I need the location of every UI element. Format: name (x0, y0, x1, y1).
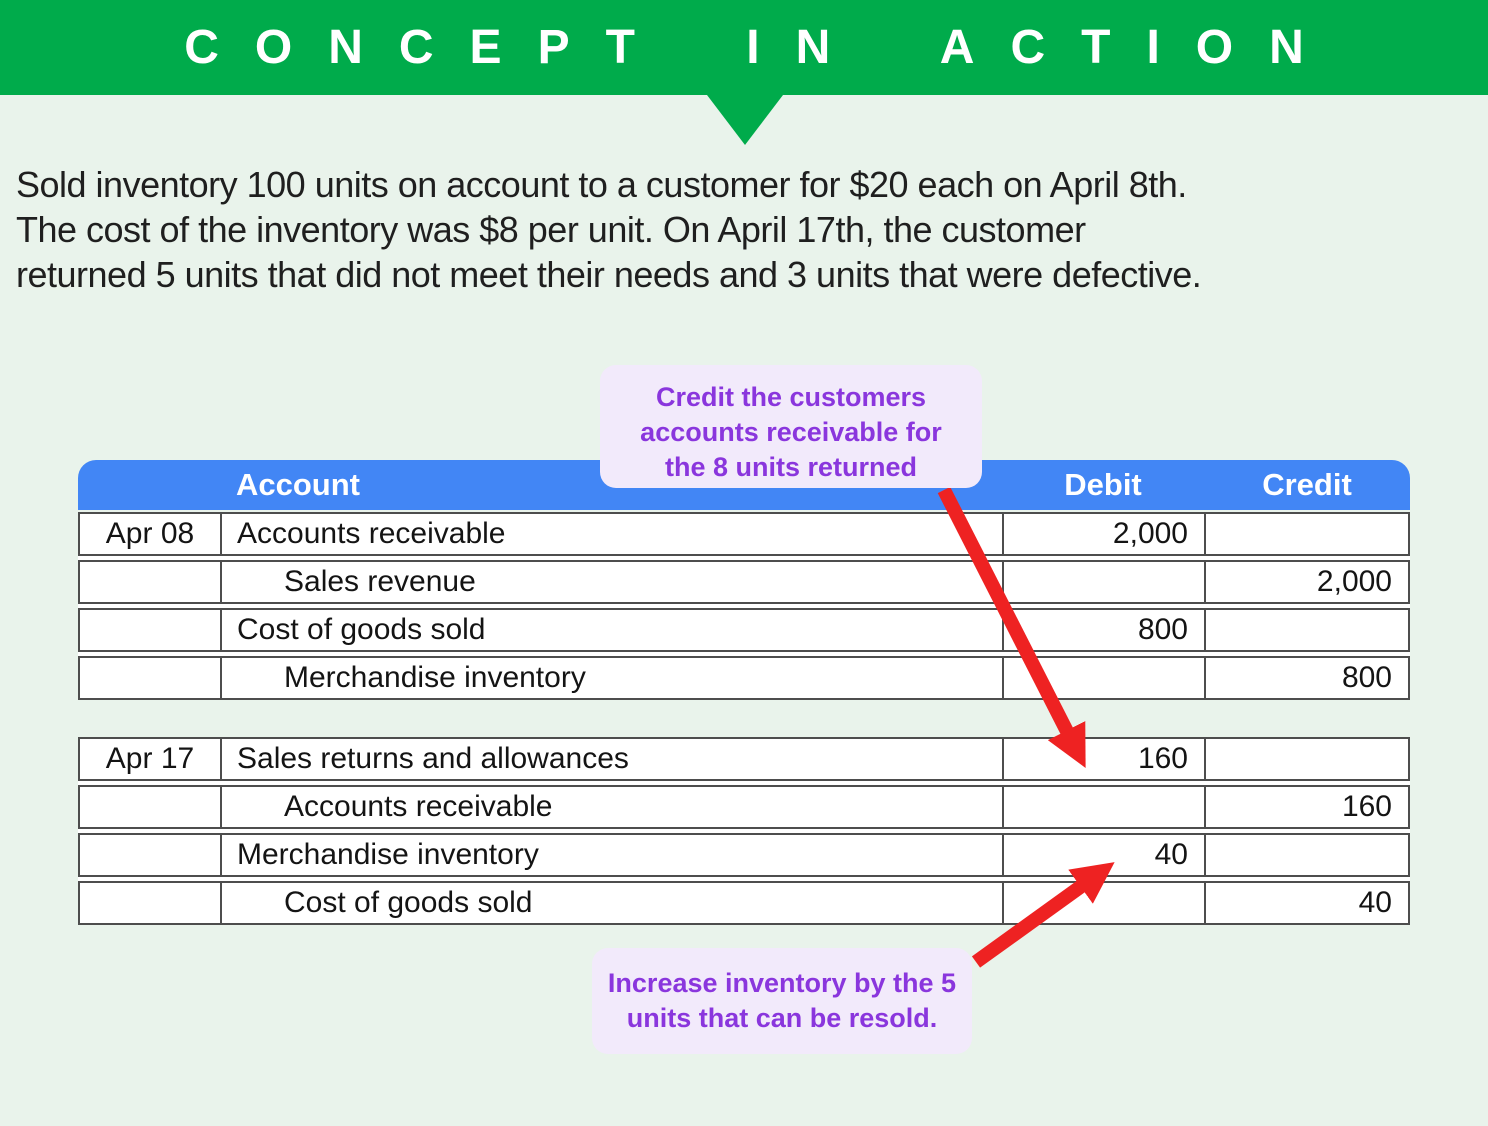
account-cell: Cost of goods sold (222, 883, 1004, 923)
journal-table-apr17: Apr 17 Sales returns and allowances 160 … (78, 737, 1410, 925)
intro-line: The cost of the inventory was $8 per uni… (16, 209, 1086, 250)
debit-cell: 40 (1004, 835, 1206, 875)
banner-pointer-triangle-icon (707, 95, 783, 145)
credit-cell (1206, 514, 1408, 554)
banner-title: CONCEPT IN ACTION (184, 21, 1340, 74)
callout-line: accounts receivable for (640, 417, 942, 447)
intro-line: returned 5 units that did not meet their… (16, 254, 1202, 295)
date-cell (80, 883, 222, 923)
credit-cell (1206, 610, 1408, 650)
table-row: Apr 17 Sales returns and allowances 160 (78, 737, 1410, 781)
debit-cell (1004, 787, 1206, 827)
credit-cell (1206, 835, 1408, 875)
callout-increase-inventory: Increase inventory by the 5 units that c… (592, 948, 972, 1054)
date-cell (80, 787, 222, 827)
intro-paragraph: Sold inventory 100 units on account to a… (16, 162, 1476, 297)
journal-rows: Apr 08 Accounts receivable 2,000 Sales r… (78, 512, 1410, 700)
header-date-spacer (78, 460, 220, 510)
table-row: Sales revenue 2,000 (78, 560, 1410, 604)
account-cell: Accounts receivable (222, 787, 1004, 827)
debit-cell: 160 (1004, 739, 1206, 779)
credit-cell: 40 (1358, 886, 1392, 919)
credit-cell (1206, 739, 1408, 779)
debit-cell (1004, 883, 1206, 923)
account-cell: Sales returns and allowances (222, 739, 1004, 779)
callout-credit-receivable: Credit the customers accounts receivable… (600, 365, 982, 488)
date-cell (80, 562, 222, 602)
account-cell: Cost of goods sold (222, 610, 1004, 650)
header-credit: Credit (1262, 467, 1352, 502)
table-row: Merchandise inventory 40 (78, 833, 1410, 877)
journal-table-apr08: Account Debit Credit Apr 08 Accounts rec… (78, 460, 1410, 700)
account-cell: Merchandise inventory (222, 658, 1004, 698)
date-cell: Apr 17 (80, 739, 222, 779)
credit-cell: 800 (1341, 661, 1392, 694)
date-cell (80, 835, 222, 875)
date-cell (80, 610, 222, 650)
table-row: Cost of goods sold 40 (78, 881, 1410, 925)
header-debit: Debit (1064, 467, 1142, 502)
callout-line: Increase inventory by the 5 (607, 968, 957, 998)
callout-line: Credit the customers (655, 382, 927, 412)
table-row: Merchandise inventory 800 (78, 656, 1410, 700)
table-row: Cost of goods sold 800 (78, 608, 1410, 652)
account-cell: Sales revenue (222, 562, 1004, 602)
table-row: Apr 08 Accounts receivable 2,000 (78, 512, 1410, 556)
account-cell: Merchandise inventory (222, 835, 1004, 875)
banner: CONCEPT IN ACTION (0, 0, 1488, 95)
debit-cell (1004, 658, 1206, 698)
debit-cell: 2,000 (1004, 514, 1206, 554)
callout-line: units that can be resold. (626, 1003, 938, 1033)
debit-cell: 800 (1004, 610, 1206, 650)
date-cell (80, 658, 222, 698)
table-row: Accounts receivable 160 (78, 785, 1410, 829)
header-account: Account (236, 467, 360, 502)
date-cell: Apr 08 (80, 514, 222, 554)
journal-rows: Apr 17 Sales returns and allowances 160 … (78, 737, 1410, 925)
account-cell: Accounts receivable (222, 514, 1004, 554)
credit-cell: 160 (1341, 790, 1392, 823)
credit-cell: 2,000 (1316, 565, 1392, 598)
callout-line: the 8 units returned (664, 452, 918, 482)
debit-cell (1004, 562, 1206, 602)
intro-line: Sold inventory 100 units on account to a… (16, 164, 1187, 205)
